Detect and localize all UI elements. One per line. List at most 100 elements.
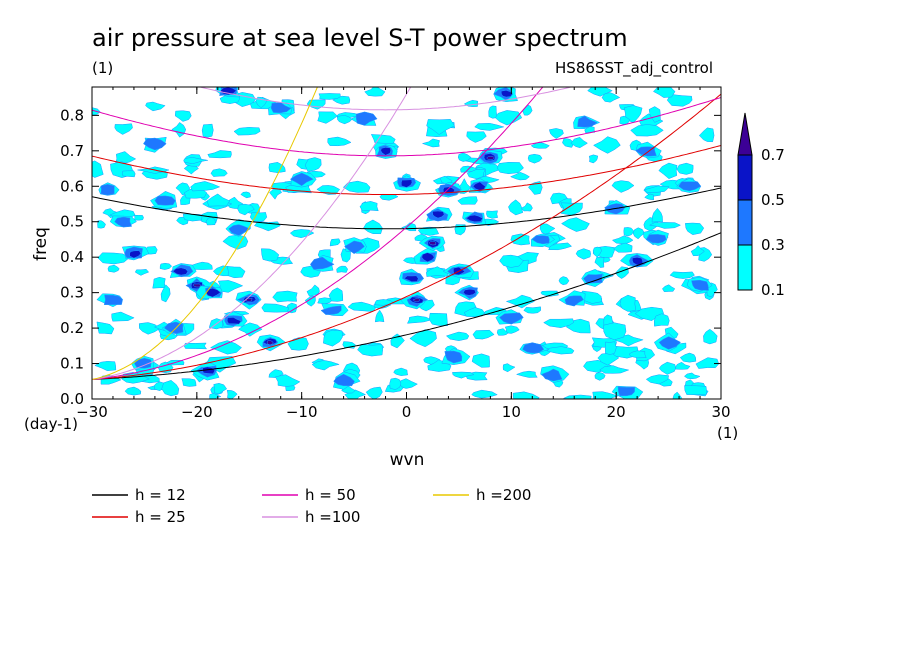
contour-blob <box>107 264 120 273</box>
contour-blob <box>632 227 645 240</box>
contour-blob <box>357 344 383 357</box>
contour-blob <box>174 110 192 122</box>
colorbar-label: 0.7 <box>761 146 785 164</box>
contour-blob <box>496 162 524 175</box>
contour-blob <box>233 127 261 136</box>
contour-blob <box>103 294 123 305</box>
contour-blob <box>527 153 543 164</box>
contour-blob <box>619 294 637 312</box>
x-tick-label: 20 <box>607 403 626 421</box>
contour-blob <box>409 329 437 348</box>
contour-blob <box>505 294 535 309</box>
contour-blob <box>121 170 136 178</box>
contour-blob <box>630 124 664 137</box>
contour-blob <box>426 266 449 277</box>
contour-blob <box>603 322 627 341</box>
contour-blob <box>228 224 251 236</box>
contour-blob <box>613 242 633 253</box>
contour-blob <box>143 137 167 151</box>
contour-blob <box>452 371 475 379</box>
contour-blob <box>426 119 455 135</box>
contour-blob <box>201 123 214 138</box>
x-tick-label: −10 <box>286 403 318 421</box>
contour-blob <box>329 238 341 247</box>
contour-blob <box>500 90 513 98</box>
contour-blob <box>317 111 338 124</box>
contour-blob <box>522 342 545 354</box>
contour-blob <box>679 352 697 363</box>
contour-blob <box>323 329 343 347</box>
contour-blob <box>499 312 524 325</box>
x-tick-label: 30 <box>711 403 730 421</box>
contour-blob <box>393 367 408 376</box>
contour-blob <box>320 305 342 315</box>
gravity-curve <box>92 145 721 195</box>
chart-title: air pressure at sea level S-T power spec… <box>92 24 628 52</box>
contour-blob <box>318 93 341 100</box>
x-axis-label: wvn <box>390 450 425 470</box>
y-axis-unit: (day-1) <box>24 415 78 433</box>
contour-blob <box>509 171 530 181</box>
y-tick-label: 0.0 <box>60 390 84 408</box>
colorbar-swatch <box>737 154 753 201</box>
legend-label: h =100 <box>305 508 360 526</box>
contour-blob <box>97 252 130 265</box>
contour-blob <box>124 386 142 396</box>
contour-blob <box>289 172 314 187</box>
contour-blob <box>237 203 255 216</box>
contour-blob <box>624 105 643 124</box>
contour-blob <box>515 370 538 378</box>
y-tick-label: 0.1 <box>60 355 84 373</box>
legend-label: h =200 <box>476 486 531 504</box>
y-tick-label: 0.5 <box>60 213 84 231</box>
contour-blob <box>222 234 249 250</box>
contour-blob <box>691 279 709 291</box>
contour-blob <box>594 257 605 268</box>
contour-blob <box>561 217 590 232</box>
contour-blob <box>210 168 228 177</box>
contour-blob <box>249 212 268 222</box>
contour-blob <box>193 283 202 288</box>
contour-blob <box>275 374 301 387</box>
contour-blob <box>623 227 635 237</box>
contour-blob <box>674 361 691 370</box>
contour-blob <box>474 123 505 131</box>
contour-blob <box>182 213 203 222</box>
contour-blob <box>268 162 286 173</box>
contour-blob <box>646 234 667 244</box>
contour-blob <box>217 280 244 293</box>
contour-blob <box>658 162 678 179</box>
contour-blob <box>539 223 556 235</box>
contour-blob <box>114 151 137 165</box>
contour-blob <box>652 87 676 98</box>
contour-blob <box>238 322 263 337</box>
contour-blob <box>628 350 647 359</box>
contour-blob <box>206 193 231 207</box>
contour-blob <box>669 271 695 279</box>
contour-blob <box>226 317 242 325</box>
contour-blob <box>97 220 106 229</box>
contour-blob <box>690 245 705 257</box>
contour-blob <box>658 361 676 375</box>
contour-blob <box>121 372 151 384</box>
contour-blob <box>333 373 355 387</box>
contour-blob <box>309 256 335 270</box>
contour-blob <box>592 391 619 399</box>
contour-blob <box>444 350 463 364</box>
contour-blob <box>172 267 189 276</box>
contour-blob <box>558 276 570 286</box>
contour-blob <box>240 191 251 199</box>
contour-blob <box>344 389 367 399</box>
gravity-curve <box>92 187 721 230</box>
contour-blob <box>160 284 171 303</box>
contour-blob <box>347 301 377 312</box>
contour-blob <box>152 276 166 289</box>
colorbar: 0.1 0.3 0.5 0.7 <box>737 112 785 299</box>
contour-blob <box>190 181 221 192</box>
contour-blob <box>685 222 705 235</box>
contour-blob <box>604 341 617 355</box>
contour-blob <box>111 311 135 322</box>
contour-blob <box>138 322 161 335</box>
chart-subtitle-right: HS86SST_adj_control <box>555 59 713 78</box>
